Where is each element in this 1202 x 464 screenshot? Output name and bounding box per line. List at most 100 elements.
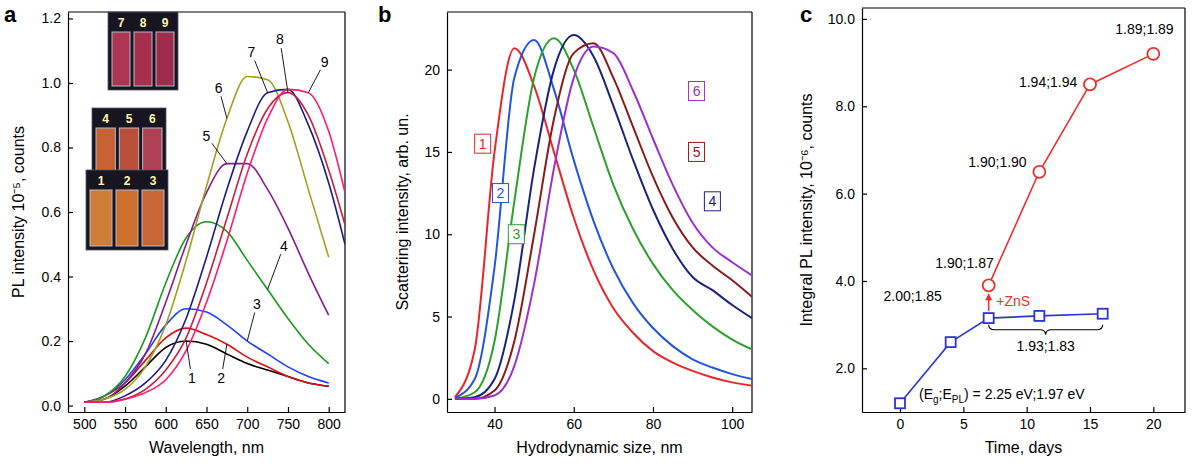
tick-mark — [732, 407, 733, 412]
tick-mark — [68, 341, 73, 342]
tick: 5 — [432, 309, 452, 325]
tick-mark — [84, 407, 85, 412]
tick: 6.0 — [836, 186, 867, 202]
series-label: 3 — [253, 296, 261, 312]
tick-mark — [574, 407, 575, 412]
tick: 0 — [897, 407, 905, 432]
cuvette — [116, 190, 138, 246]
panel: 40608010005101520Hydrodynamic size, nmSc… — [378, 2, 753, 456]
tick-label: 8.0 — [836, 98, 856, 114]
inset-label: 6 — [149, 112, 156, 126]
tick: 20 — [1146, 407, 1162, 432]
y-axis-line — [447, 13, 448, 413]
y-axis-title: Scattering intensity, arb. un. — [394, 113, 411, 310]
tick: 15 — [424, 144, 452, 160]
label-box — [475, 134, 491, 153]
series-label: 1 — [479, 136, 487, 152]
inset-label: 2 — [124, 174, 131, 188]
plot-area — [84, 77, 345, 403]
y-axis: 2.04.06.08.010.0 — [828, 9, 867, 413]
series-label: 9 — [321, 54, 329, 70]
series-label: 4 — [708, 193, 716, 209]
series-line — [900, 314, 1103, 404]
tick-mark — [329, 407, 330, 412]
tick-label: 1.0 — [42, 75, 62, 91]
inset-label: 1 — [98, 174, 105, 188]
cuvette — [134, 32, 152, 86]
series-line — [455, 35, 752, 399]
marker — [946, 337, 956, 347]
annotation: 1.93;1.83 — [1016, 338, 1075, 354]
x-axis-line — [448, 412, 753, 413]
frame — [447, 11, 752, 12]
insets: 789456123 — [86, 12, 178, 250]
leader-line — [255, 61, 268, 93]
x-axis-title: Wavelength, nm — [149, 439, 264, 456]
tick-mark — [494, 407, 495, 412]
plot-area — [455, 35, 752, 399]
series-label: 8 — [276, 31, 284, 47]
tick-label: 15 — [424, 144, 440, 160]
marker — [984, 313, 994, 323]
tick-mark — [288, 407, 289, 412]
tick-mark — [68, 212, 73, 213]
tick: 15 — [1083, 407, 1099, 432]
tick-label: 0.4 — [42, 268, 62, 284]
series-line — [84, 328, 328, 402]
leader-line — [308, 70, 320, 93]
tick-mark — [1090, 407, 1091, 412]
label-box — [704, 192, 720, 211]
x-axis-line — [863, 412, 1186, 413]
tick-label: 100 — [721, 416, 745, 432]
tick: 500 — [73, 407, 97, 432]
series-line — [84, 89, 345, 402]
series-labels: 123456789 — [186, 31, 329, 386]
tick-mark — [447, 70, 452, 71]
tick: 60 — [566, 407, 582, 432]
series-line — [455, 47, 752, 399]
series-label: 2 — [497, 185, 505, 201]
tick-label: 1.2 — [42, 10, 62, 26]
tick-mark — [862, 19, 867, 20]
frame — [862, 7, 1185, 8]
tick-label: 0.6 — [42, 204, 62, 220]
tick-mark — [247, 407, 248, 412]
tick: 0.8 — [42, 139, 73, 155]
panel-letter: c — [800, 2, 812, 27]
plot-area — [895, 48, 1159, 408]
series-line — [84, 341, 328, 402]
cuvette — [112, 32, 130, 86]
x-axis: 500550600650700750800 — [69, 407, 346, 432]
series-line — [455, 40, 752, 398]
series-label: 6 — [693, 83, 701, 99]
tick-mark — [862, 106, 867, 107]
tick: 550 — [114, 407, 138, 432]
x-axis: 406080100 — [448, 407, 753, 432]
figure: 5005506006507007508000.00.20.40.60.81.01… — [0, 0, 1202, 464]
leader-line — [186, 341, 190, 369]
tick: 10.0 — [828, 11, 867, 27]
inset: 1 2 3 — [86, 170, 168, 250]
panel: 5005506006507007508000.00.20.40.60.81.01… — [4, 2, 346, 456]
y-axis: 05101520 — [424, 13, 452, 413]
y-axis-line — [862, 9, 863, 413]
tick-label: 800 — [318, 416, 342, 432]
series-label: 5 — [693, 144, 701, 160]
inset-label: 5 — [126, 112, 133, 126]
inset-label: 3 — [150, 174, 157, 188]
tick: 0.4 — [42, 268, 73, 284]
tick-label: 700 — [236, 416, 260, 432]
tick-label: 10.0 — [828, 11, 855, 27]
series-label: 1 — [188, 370, 196, 386]
series-label: 7 — [247, 44, 255, 60]
tick: 20 — [424, 62, 452, 78]
marker — [1084, 78, 1096, 90]
inset: 456 — [92, 108, 166, 188]
inset-background — [108, 12, 178, 90]
tick: 0.0 — [42, 398, 73, 414]
series-line — [455, 43, 752, 399]
series-line — [84, 77, 328, 403]
y-axis-title: PL intensity 10⁻⁵, counts — [10, 126, 27, 298]
tick-mark — [447, 399, 452, 400]
series-label: 5 — [203, 128, 211, 144]
